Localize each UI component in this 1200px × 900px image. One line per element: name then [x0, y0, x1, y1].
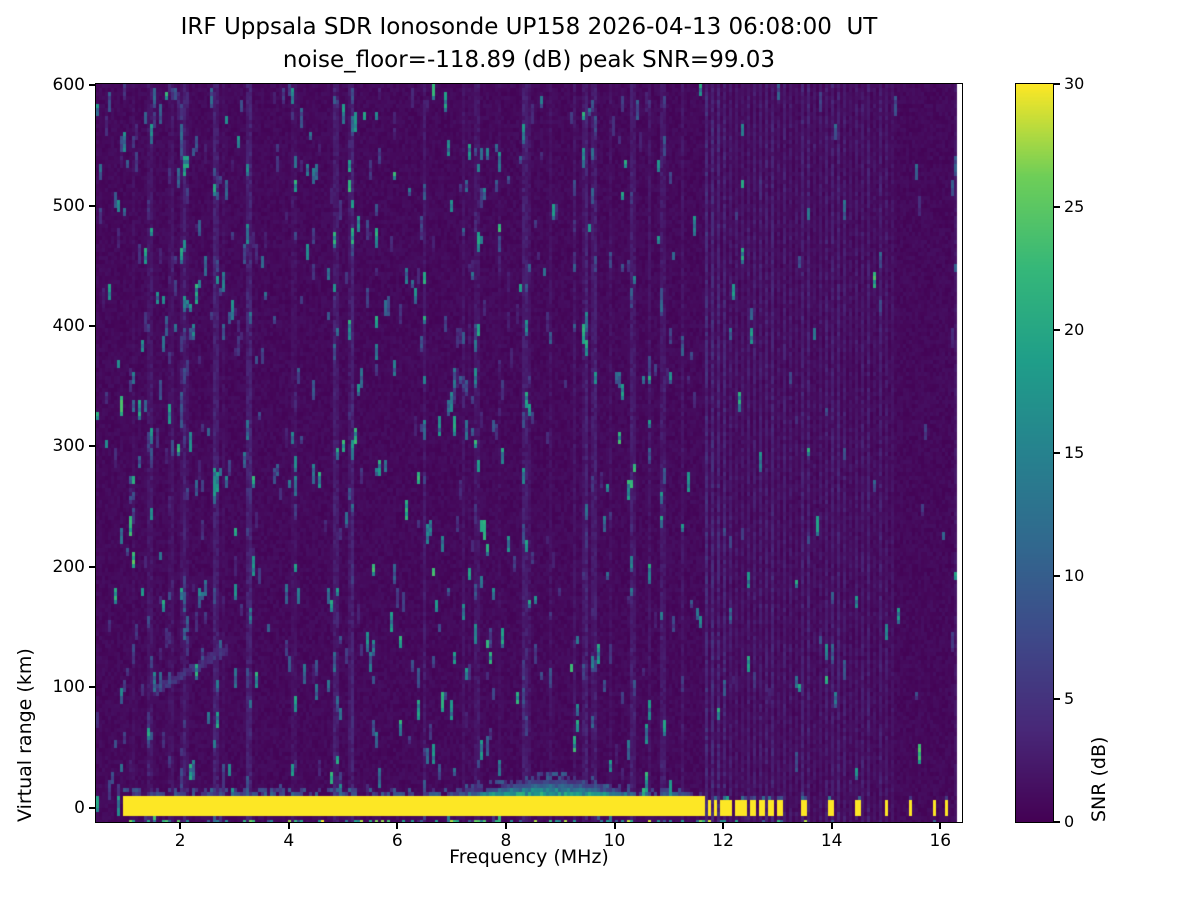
y-tick-label: 0: [74, 797, 85, 818]
colorbar-tick-label: 25: [1064, 197, 1085, 216]
x-tick-mark: [722, 823, 725, 829]
y-tick-mark: [89, 565, 95, 568]
x-tick-label: 6: [391, 831, 403, 851]
colorbar-tick-label: 15: [1064, 443, 1085, 462]
colorbar-tick-mark: [1054, 206, 1060, 208]
y-tick-label: 400: [52, 315, 85, 336]
y-tick-label: 300: [52, 436, 85, 457]
x-tick-mark: [396, 823, 399, 829]
colorbar-label: SNR (dB): [1088, 736, 1110, 822]
y-tick-mark: [89, 806, 95, 809]
colorbar-tick-label: 10: [1064, 566, 1085, 585]
x-tick-label: 16: [929, 831, 952, 851]
x-tick-mark: [504, 823, 507, 829]
colorbar-gradient-canvas: [1016, 84, 1053, 822]
y-tick-mark: [89, 686, 95, 689]
x-tick-label: 14: [820, 831, 843, 851]
y-tick-label: 100: [52, 677, 85, 698]
colorbar-tick-mark: [1054, 698, 1060, 700]
x-tick-label: 2: [174, 831, 186, 851]
y-tick-mark: [89, 204, 95, 207]
y-tick-mark: [89, 445, 95, 448]
colorbar-tick-mark: [1054, 575, 1060, 577]
x-tick-label: 8: [500, 831, 512, 851]
y-tick-mark: [89, 324, 95, 327]
x-tick-label: 4: [283, 831, 295, 851]
colorbar-tick-label: 30: [1064, 74, 1085, 93]
x-axis-label: Frequency (MHz): [449, 846, 609, 868]
x-tick-mark: [287, 823, 290, 829]
colorbar-tick-label: 5: [1064, 689, 1075, 708]
colorbar-tick-mark: [1054, 821, 1060, 823]
x-tick-mark: [939, 823, 942, 829]
y-tick-label: 200: [52, 556, 85, 577]
y-tick-mark: [89, 84, 95, 87]
x-tick-mark: [830, 823, 833, 829]
chart-subtitle: noise_floor=-118.89 (dB) peak SNR=99.03: [282, 47, 776, 73]
ionogram-heatmap-canvas: [96, 84, 962, 822]
x-tick-label: 10: [603, 831, 626, 851]
colorbar-tick-label: 20: [1064, 320, 1085, 339]
x-tick-mark: [179, 823, 182, 829]
y-tick-label: 500: [52, 195, 85, 216]
colorbar: [1015, 83, 1054, 823]
colorbar-tick-mark: [1054, 452, 1060, 454]
colorbar-tick-label: 0: [1064, 812, 1075, 831]
colorbar-tick-mark: [1054, 83, 1060, 85]
plot-area: [95, 83, 963, 823]
x-tick-mark: [613, 823, 616, 829]
colorbar-tick-mark: [1054, 329, 1060, 331]
y-tick-label: 600: [52, 75, 85, 96]
chart-title: IRF Uppsala SDR Ionosonde UP158 2026-04-…: [180, 14, 878, 40]
x-tick-label: 12: [712, 831, 734, 851]
